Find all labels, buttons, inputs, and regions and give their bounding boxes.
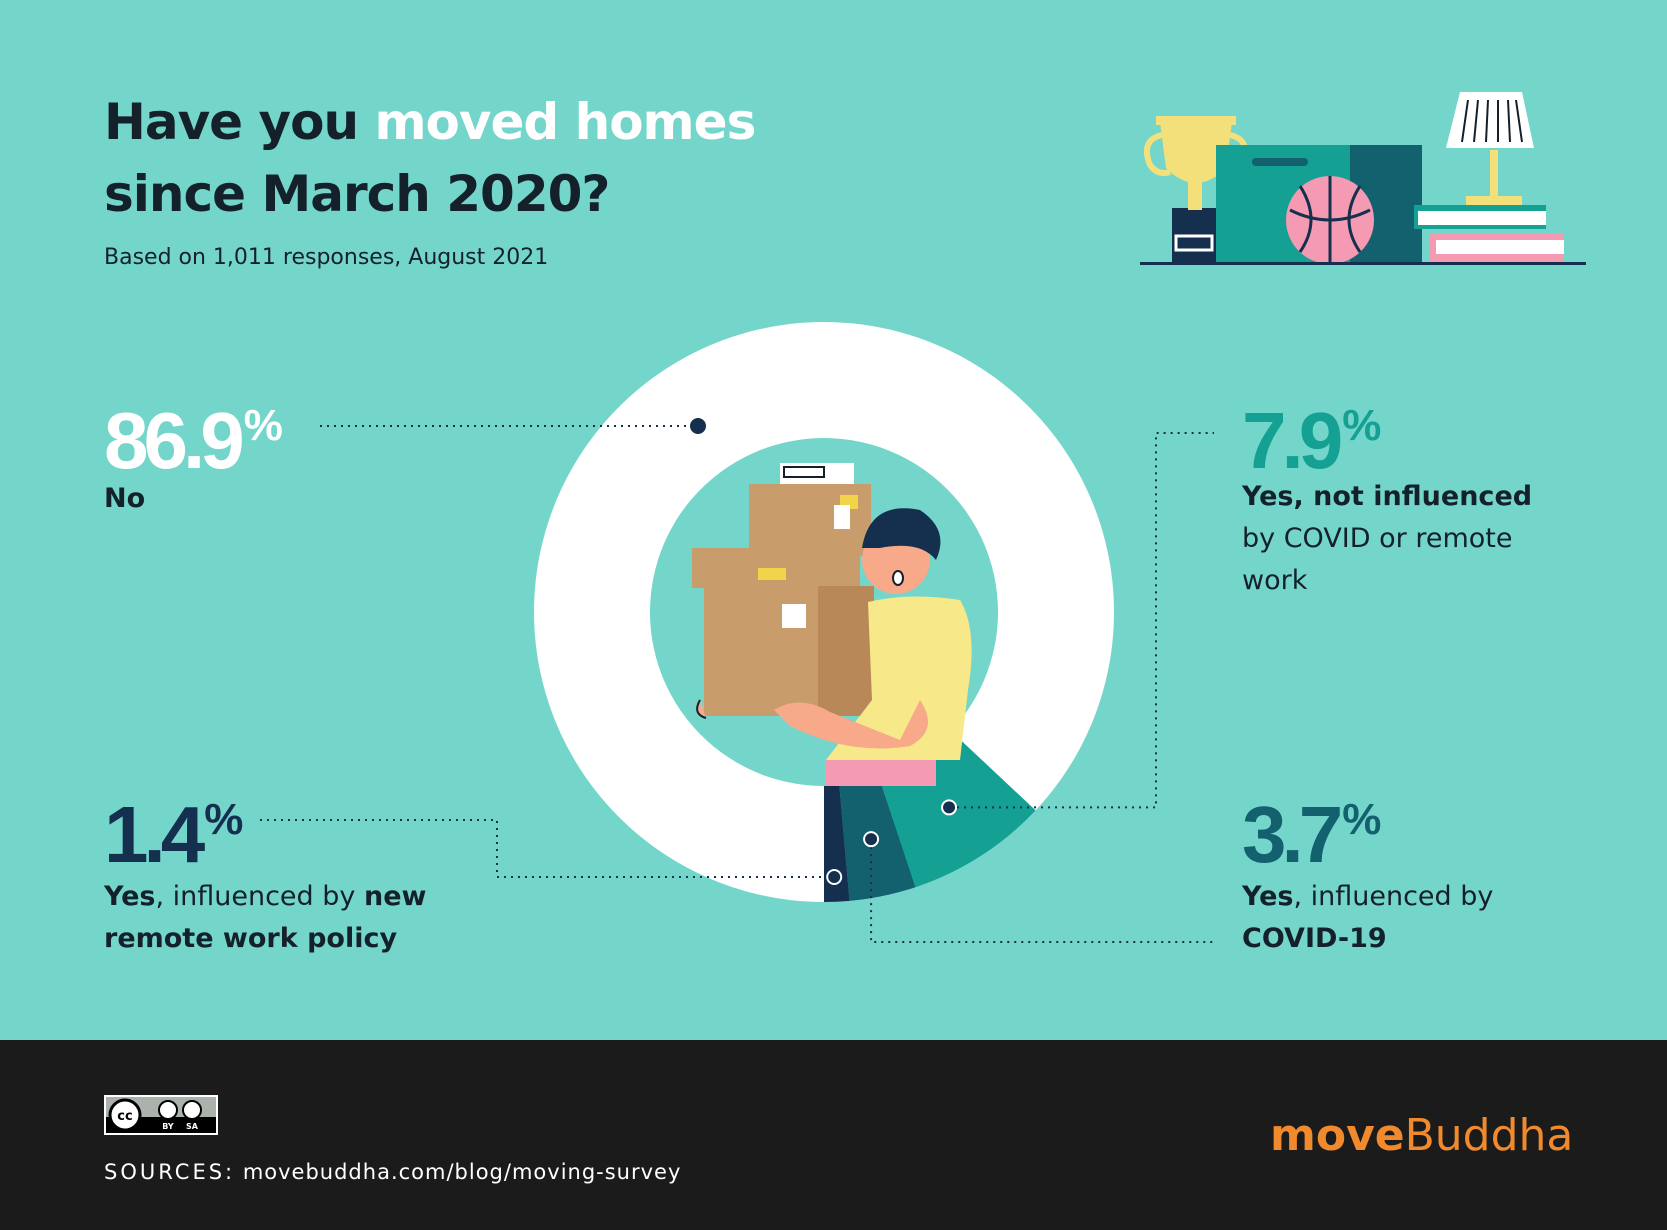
books-icon — [1414, 205, 1564, 261]
remote-percent: 1.4% — [104, 780, 243, 875]
label-sticker — [780, 463, 854, 485]
no-label: No — [104, 483, 146, 514]
cc-icon — [108, 1098, 142, 1132]
lamp-icon — [1446, 92, 1534, 205]
covid-label-b1: Yes — [1242, 881, 1294, 912]
box-top — [749, 484, 871, 556]
cc-text: cc — [117, 1109, 132, 1124]
brand-part2: Buddha — [1404, 1110, 1574, 1161]
marker-no — [690, 418, 706, 434]
basketball-icon — [1286, 176, 1374, 264]
title-highlight: moved homes — [374, 93, 756, 151]
sources-line: SOURCES: movebuddha.com/blog/moving-surv… — [104, 1160, 681, 1184]
sources-key: SOURCES: — [104, 1160, 236, 1184]
covid-label: Yes, influenced by COVID-19 — [1242, 876, 1542, 960]
remote-value: 1.4 — [104, 790, 205, 879]
sources-link[interactable]: movebuddha.com/blog/moving-survey — [242, 1160, 682, 1184]
not-influenced-label-bold: Yes, not influenced — [1242, 481, 1533, 512]
not-influenced-percent: 7.9% — [1242, 386, 1381, 481]
by-icon — [158, 1100, 178, 1120]
not-influenced-sign: % — [1342, 401, 1382, 450]
not-influenced-label-rest: by COVID or remote work — [1242, 523, 1513, 596]
leader-not-influenced — [957, 432, 1214, 809]
remote-label-b2: new remote work policy — [104, 881, 427, 954]
by-text: BY — [162, 1122, 174, 1131]
covid-label-mid: , influenced by — [1293, 881, 1494, 912]
marker-covid — [863, 831, 880, 848]
person-illustration — [692, 463, 972, 786]
not-influenced-value: 7.9 — [1242, 396, 1343, 485]
marker-not-influenced — [941, 799, 958, 816]
covid-percent: 3.7% — [1242, 780, 1381, 875]
shelf-line — [1140, 262, 1586, 265]
no-value: 86.9 — [104, 396, 245, 485]
brand-logo[interactable]: moveBuddha — [1270, 1110, 1573, 1161]
marker-remote — [826, 869, 843, 885]
no-percent: 86.9% — [104, 386, 283, 481]
brand-part1: move — [1270, 1110, 1405, 1161]
title-part1: Have you — [104, 93, 375, 151]
sa-icon — [182, 1100, 202, 1120]
trophy-icon — [1144, 116, 1248, 264]
no-sign: % — [243, 401, 283, 450]
covid-sign: % — [1342, 795, 1382, 844]
remote-label-b1: Yes — [104, 881, 156, 912]
remote-label: Yes, influenced by new remote work polic… — [104, 876, 444, 960]
page-title: Have you moved homes since March 2020? — [104, 86, 756, 230]
footer-bar — [0, 1040, 1667, 1230]
title-part2: since March 2020? — [104, 165, 610, 223]
subtitle: Based on 1,011 responses, August 2021 — [104, 245, 549, 270]
remote-label-mid: , influenced by — [155, 881, 364, 912]
covid-label-b2: COVID-19 — [1242, 923, 1387, 954]
slice-no — [534, 322, 1114, 903]
sa-text: SA — [186, 1122, 199, 1131]
covid-value: 3.7 — [1242, 790, 1343, 879]
leader-covid — [870, 847, 1214, 943]
not-influenced-label: Yes, not influenced by COVID or remote w… — [1242, 476, 1542, 602]
remote-sign: % — [204, 795, 244, 844]
cc-license-badge[interactable]: cc BY SA — [104, 1095, 218, 1135]
